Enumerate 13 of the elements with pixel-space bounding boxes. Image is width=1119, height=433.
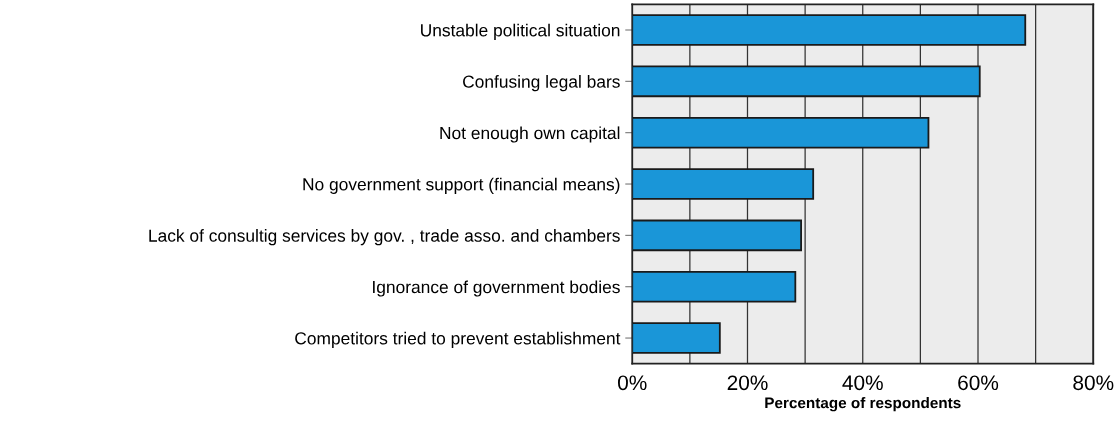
x-tick-label: 60% (958, 375, 999, 391)
x-tick-label: 80% (1073, 375, 1114, 391)
y-tick-label: Ignorance of government bodies (373, 280, 620, 297)
x-tick-label: 40% (842, 375, 883, 391)
x-axis-title: Percentage of respondents (765, 397, 961, 412)
x-tick-label: 20% (727, 375, 768, 391)
y-tick-label: No government support (financial means) (303, 177, 620, 194)
x-tick-label: 0% (617, 375, 647, 391)
y-tick-label: Confusing legal bars (463, 75, 620, 92)
y-tick-label: Lack of consultig services by gov. , trade asso. and chambers (149, 229, 620, 246)
y-tick-label: Not enough own capital (440, 126, 620, 143)
y-tick-label: Competitors tried to prevent establishment (295, 331, 621, 348)
y-tick-label: Unstable political situation (421, 23, 620, 40)
